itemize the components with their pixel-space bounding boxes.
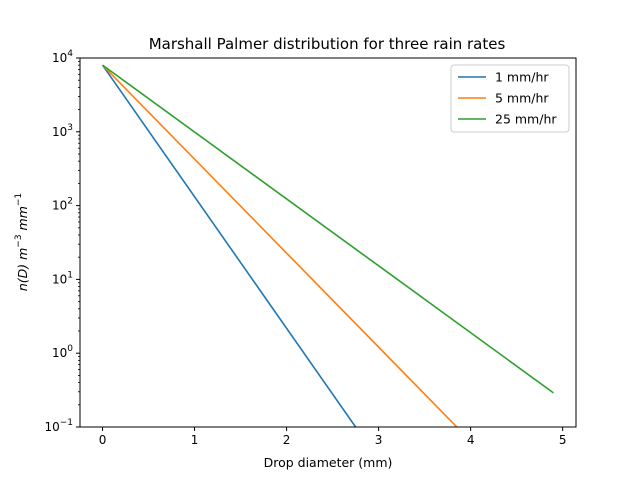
x-tick-label: 0 [99,433,107,447]
series-group [101,64,554,427]
x-axis-label: Drop diameter (mm) [264,455,393,470]
y-tick-label: 101 [52,270,73,286]
y-tick-label: 10−1 [44,418,73,434]
legend-label-1: 1 mm/hr [495,70,549,85]
chart-title: Marshall Palmer distribution for three r… [149,35,506,53]
legend: 1 mm/hr 5 mm/hr 25 mm/hr [450,64,570,133]
x-tick-label: 1 [191,433,199,447]
y-axis-label-exp1: −3 [14,234,24,247]
x-tick-label: 2 [283,433,291,447]
y-axis-label-mid: mm [15,206,30,234]
legend-label-2: 5 mm/hr [495,91,549,106]
y-axis-ticks: 10−1 100 101 102 103 104 [44,49,80,434]
x-axis-ticks: 0 1 2 3 4 5 [99,427,567,447]
legend-box [450,64,570,133]
series-line-1 [101,64,357,427]
y-tick-label: 100 [52,344,73,360]
y-axis-label-exp2: −1 [14,193,24,206]
series-line-2 [101,64,458,427]
x-tick-label: 4 [467,433,475,447]
y-tick-label: 104 [52,49,73,65]
series-line-3 [102,64,554,394]
y-tick-label: 103 [52,123,73,139]
y-tick-label: 102 [52,197,73,213]
legend-label-3: 25 mm/hr [495,112,557,127]
plot-frame [79,57,577,428]
y-axis-label: n(D) m−3 mm−1 [14,193,30,291]
x-tick-label: 3 [375,433,383,447]
x-tick-label: 5 [559,433,567,447]
y-axis-label-main: n(D) m [15,248,30,291]
